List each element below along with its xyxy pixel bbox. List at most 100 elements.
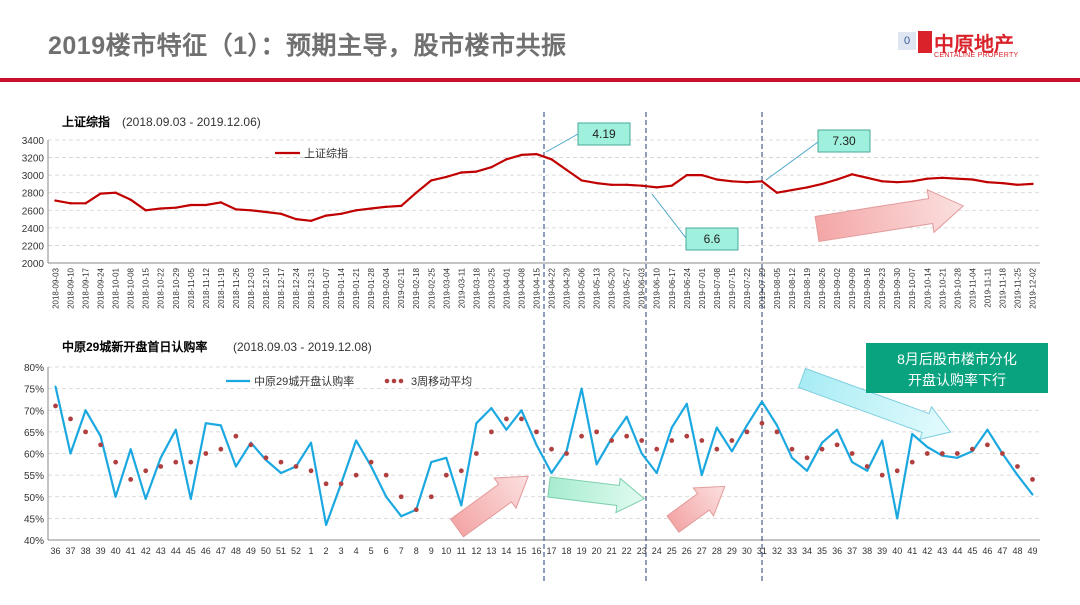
- chart2-xtick-label: 6: [384, 546, 389, 556]
- chart2-data-point: [355, 439, 358, 442]
- chart2-moving-average-dot: [564, 451, 569, 456]
- chart2-moving-average-dot: [954, 451, 960, 456]
- chart1-data-point: [625, 183, 628, 187]
- chart2-data-point: [234, 465, 237, 468]
- logo-seal-icon: [918, 31, 932, 53]
- chart2-data-point: [806, 469, 809, 472]
- chart2-xtick-label: 17: [547, 546, 557, 556]
- chart2-moving-average-dot: [789, 446, 795, 452]
- chart2-xtick-label: 2: [324, 546, 329, 556]
- chart2-data-point: [926, 446, 929, 449]
- chart2-data-point: [866, 469, 869, 472]
- chart2-data-point: [54, 385, 57, 388]
- chart1-xtick-label: 2019-05-27: [623, 267, 632, 308]
- chart2-xtick-label: 3: [339, 546, 344, 556]
- callout-4-19-leader: [545, 133, 579, 153]
- chart1-data-point: [775, 191, 779, 194]
- chart2-xtick-label: 42: [141, 546, 151, 556]
- chart1-data-point: [760, 180, 764, 183]
- chart1-data-point: [204, 203, 208, 207]
- chart2-xtick-label: 46: [201, 546, 211, 556]
- chart1-xtick-label: 2018-11-26: [232, 267, 241, 308]
- note-box: [866, 343, 1048, 393]
- chart2-xtick-label: 26: [682, 546, 692, 556]
- chart2-moving-average-dot: [368, 459, 374, 465]
- chart2-data-point: [325, 523, 328, 526]
- chart1-data-point: [850, 173, 854, 176]
- chart1-data-point: [189, 203, 192, 207]
- chart2-data-point: [881, 439, 884, 442]
- chart2-moving-average-dot: [909, 459, 915, 465]
- chart1-xtick-label: 2019-07-22: [743, 267, 752, 308]
- chart2-moving-average-dot: [519, 416, 524, 422]
- chart2-xtick-label: 1: [309, 546, 314, 556]
- chart2-moving-average-dot: [218, 446, 224, 452]
- chart2-moving-average-dot: [1030, 477, 1035, 482]
- chart2-xtick-label: 36: [832, 546, 842, 556]
- chart2-moving-average-dot: [98, 442, 104, 448]
- chart1-xtick-label: 2019-09-30: [893, 267, 902, 308]
- chart2-xtick-label: 28: [712, 546, 722, 556]
- chart1-series-line: [55, 153, 1033, 222]
- chart2-xtick-label: 10: [441, 546, 451, 556]
- chart2-xtick-label: 49: [1027, 546, 1037, 556]
- chart1-data-point: [490, 166, 493, 169]
- chart2-moving-average-dot: [774, 429, 780, 435]
- chart2-xtick-label: 32: [772, 546, 782, 556]
- chart2-moving-average-dot: [443, 472, 449, 478]
- chart2-moving-average-dot: [1015, 464, 1020, 469]
- chart2-xtick-label: 39: [877, 546, 887, 556]
- chart2-xtick-label: 22: [622, 546, 632, 556]
- chart2-xtick-label: 35: [817, 546, 827, 556]
- chart2-xtick-label: 24: [652, 546, 662, 556]
- chart2-xtick-label: 52: [291, 546, 301, 556]
- chart1-data-point: [369, 207, 373, 210]
- chart1-xtick-label: 2019-05-20: [608, 267, 617, 308]
- chart1-xtick-label: 2019-08-05: [773, 267, 782, 308]
- chart2-data-point: [851, 461, 854, 464]
- chart1-xtick-label: 2018-10-29: [172, 267, 181, 308]
- chart2-xtick-label: 13: [486, 546, 496, 556]
- chart2-data-point: [84, 409, 87, 412]
- chart1-xtick-label: 2019-12-02: [1028, 267, 1037, 308]
- chart2-moving-average-dot: [849, 451, 855, 456]
- chart2-moving-average-dot: [383, 472, 389, 478]
- callout-6-6-label: 6.6: [704, 232, 721, 246]
- chart1-xtick-label: 2019-11-25: [1013, 267, 1022, 308]
- chart2-data-point: [310, 441, 313, 444]
- chart2-moving-average-dot: [549, 446, 554, 452]
- chart1-data-point: [700, 173, 704, 177]
- chart1-data-point: [384, 205, 388, 208]
- chart2-moving-average-dot: [669, 438, 675, 443]
- arrow-down-chart2: [797, 367, 952, 440]
- chart1-ytick-label: 2600: [22, 206, 45, 217]
- callout-7-30-label: 7.30: [832, 134, 856, 148]
- chart2-data-point: [174, 428, 177, 431]
- callout-6-6-box: [685, 227, 739, 251]
- chart1-xtick-label: 2018-11-05: [187, 267, 196, 308]
- chart1-xtick-label: 2019-04-29: [563, 267, 572, 308]
- chart2-data-point: [430, 461, 433, 464]
- chart2-xtick-label: 48: [1012, 546, 1022, 556]
- chart2-moving-average-dot: [594, 429, 600, 435]
- chart2-xtick-label: 49: [246, 546, 256, 556]
- chart2-ytick-label: 55%: [24, 471, 44, 482]
- chart1-xtick-label: 2019-02-25: [427, 267, 436, 308]
- chart1-data-point: [264, 210, 268, 214]
- chart2-xtick-label: 33: [787, 546, 797, 556]
- chart2-moving-average-dot: [413, 507, 419, 513]
- chart2-moving-average-dot: [924, 451, 930, 456]
- chart1-data-point: [354, 209, 358, 212]
- chart1-data-point: [610, 183, 613, 187]
- chart1-data-point: [415, 191, 418, 194]
- chart1-data-point: [249, 209, 253, 212]
- chart2-moving-average-dot: [804, 455, 810, 461]
- arrow-up-chart2-a: [449, 475, 529, 538]
- chart1-data-point: [805, 186, 809, 189]
- chart1-data-point: [745, 180, 749, 184]
- chart2-data-point: [445, 456, 448, 459]
- chart1-xtick-label: 2019-04-22: [548, 267, 557, 308]
- chart1-xtick-label: 2019-01-14: [337, 267, 346, 308]
- chart2-xtick-label: 37: [66, 546, 76, 556]
- chart1-data-point: [144, 209, 147, 212]
